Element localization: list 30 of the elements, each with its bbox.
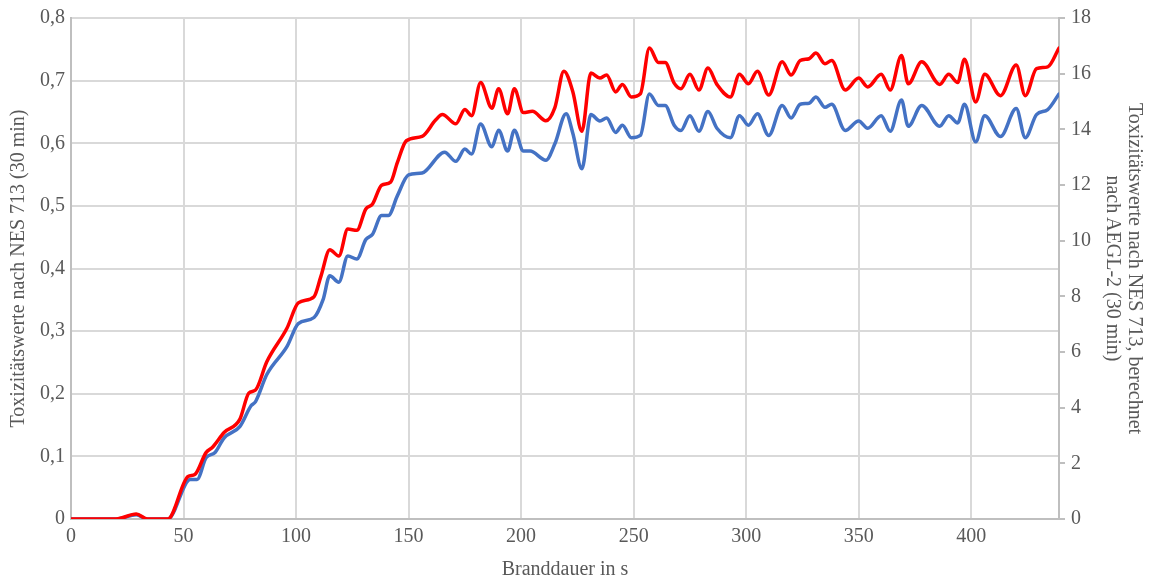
- y-tick-label: 0,1: [40, 443, 65, 466]
- y-tick-label: 0,4: [40, 255, 65, 278]
- y-axis-title: Toxizitätswerte nach NES 713 (30 min): [6, 109, 30, 428]
- x-tick-label: 400: [956, 524, 987, 547]
- y-tick-label: 0,5: [40, 193, 65, 216]
- x-tick-label: 250: [618, 524, 649, 547]
- y2-tick-label: 8: [1071, 283, 1081, 306]
- y-tick-label: 0,6: [40, 130, 65, 153]
- y-tick-label: 0,7: [40, 67, 65, 90]
- x-tick-label: 50: [173, 524, 194, 547]
- x-tick-label: 200: [506, 524, 537, 547]
- y-tick-label: 0,2: [40, 381, 65, 403]
- y2-tick-label: 2: [1071, 450, 1081, 473]
- y2-tick-label: 14: [1071, 116, 1091, 139]
- x-tick-label: 150: [393, 524, 424, 547]
- y-tick-label: 0,3: [40, 318, 65, 341]
- y2-tick-label: 6: [1071, 339, 1081, 362]
- y2-axis-title: Toxizitätswerte nach NES 713, berechnet nach AEGL-2 (30 min): [1101, 102, 1147, 435]
- x-tick-label: 350: [843, 524, 874, 547]
- y2-tick-label: 4: [1071, 394, 1081, 417]
- y-tick-label: 0,8: [40, 5, 65, 28]
- y2-tick-label: 12: [1071, 172, 1091, 195]
- x-tick-label: 300: [731, 524, 762, 547]
- x-tick-label: 100: [281, 524, 312, 547]
- y2-tick-label: 18: [1071, 5, 1091, 28]
- y2-tick-label: 0: [1071, 506, 1081, 529]
- y2-tick-label: 16: [1071, 60, 1091, 83]
- y2-tick-label: 10: [1071, 227, 1091, 250]
- y-tick-label: 0: [55, 506, 65, 529]
- x-axis-title: Branddauer in s: [501, 557, 629, 580]
